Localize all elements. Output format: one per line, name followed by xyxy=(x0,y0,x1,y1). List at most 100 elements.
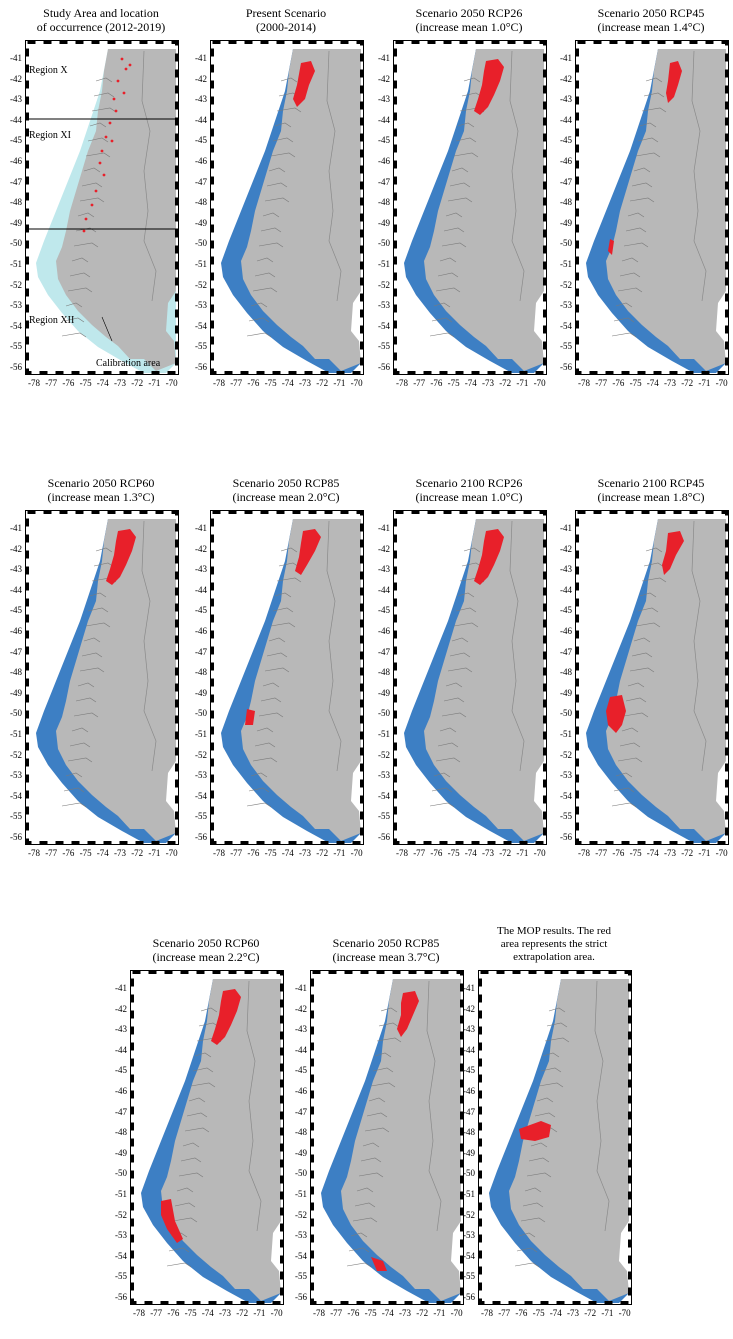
latitude-tick-label: -49 xyxy=(10,687,22,698)
occurrence-point xyxy=(124,67,128,71)
latitude-tick-label: -45 xyxy=(463,1065,475,1076)
latitude-tick-label: -52 xyxy=(10,279,22,290)
latitude-tick-label: -46 xyxy=(115,1086,127,1096)
latitude-tick-label: -53 xyxy=(560,300,572,311)
latitude-tick-label: -56 xyxy=(378,362,390,372)
latitude-tick-label: -51 xyxy=(463,1189,475,1199)
latitude-tick-label: -51 xyxy=(560,729,572,739)
latitude-tick-label: -46 xyxy=(463,1086,475,1096)
latitude-tick-label: -47 xyxy=(378,176,390,187)
latitude-tick-label: -51 xyxy=(295,1189,307,1199)
longitude-tick-label: -70 xyxy=(533,848,546,858)
longitude-tick-label: -71 xyxy=(148,848,161,858)
latitude-tick-label: -46 xyxy=(195,156,207,166)
longitude-tick-label: -77 xyxy=(230,378,243,388)
latitude-tick-label: -43 xyxy=(560,564,572,575)
latitude-tick-label: -51 xyxy=(378,259,390,269)
latitude-tick-label: -42 xyxy=(10,73,22,84)
latitude-tick-label: -44 xyxy=(195,114,207,125)
longitude-tick-label: -78 xyxy=(133,1308,145,1318)
latitude-tick-label: -44 xyxy=(10,584,22,595)
latitude-tick-label: -56 xyxy=(10,832,22,842)
latitude-tick-label: -43 xyxy=(463,1024,475,1035)
latitude-tick-label: -49 xyxy=(195,217,207,228)
coastline-detail xyxy=(611,547,667,808)
latitude-tick-label: -53 xyxy=(195,300,207,311)
longitude-tick-label: -73 xyxy=(482,848,494,858)
map-annotation: Region X xyxy=(29,65,68,76)
predicted-distribution xyxy=(397,991,419,1037)
latitude-tick-label: -51 xyxy=(378,729,390,739)
panel-title-line: Scenario 2050 RCP60 xyxy=(47,476,155,490)
latitude-tick-label: -50 xyxy=(560,238,572,249)
latitude-tick-label: -53 xyxy=(378,770,390,781)
latitude-tick-label: -55 xyxy=(560,811,572,822)
coastline-detail xyxy=(346,1007,402,1268)
panel-title-line: (increase mean 1.3°C) xyxy=(47,490,155,504)
panel-title-line: Scenario 2050 RCP60 xyxy=(152,936,260,950)
longitude-tick-label: -73 xyxy=(399,1308,411,1318)
latitude-tick-label: -52 xyxy=(378,749,390,760)
panel-title-line: (increase mean 1.0°C) xyxy=(415,20,523,34)
longitude-tick-label: -74 xyxy=(281,848,294,858)
latitude-tick-label: -42 xyxy=(560,73,572,84)
longitude-tick-label: -76 xyxy=(167,1308,180,1318)
latitude-tick-label: -44 xyxy=(115,1044,127,1055)
latitude-tick-label: -54 xyxy=(560,320,572,331)
latitude-tick-label: -49 xyxy=(195,687,207,698)
latitude-tick-label: -52 xyxy=(195,749,207,760)
latitude-tick-label: -51 xyxy=(195,259,207,269)
latitude-tick-label: -50 xyxy=(378,238,390,249)
panel-title-line: (increase mean 1.4°C) xyxy=(597,20,705,34)
predicted-distribution xyxy=(666,61,682,103)
latitude-tick-label: -56 xyxy=(560,362,572,372)
latitude-tick-label: -46 xyxy=(378,626,390,636)
longitude-tick-label: -74 xyxy=(646,378,659,388)
latitude-tick-label: -42 xyxy=(378,543,390,554)
map-svg xyxy=(131,971,283,1304)
longitude-tick-label: -76 xyxy=(247,848,260,858)
map-annotation: Region XII xyxy=(29,315,75,326)
latitude-tick-label: -56 xyxy=(195,832,207,842)
longitude-tick-label: -76 xyxy=(430,848,443,858)
longitude-tick-label: -75 xyxy=(184,1308,197,1318)
land-mass xyxy=(161,979,281,1301)
longitude-tick-label: -74 xyxy=(381,1308,394,1318)
latitude-tick-label: -49 xyxy=(378,217,390,228)
longitude-tick-label: -74 xyxy=(96,848,109,858)
latitude-tick-label: -47 xyxy=(115,1106,127,1117)
latitude-tick-label: -42 xyxy=(378,73,390,84)
latitude-tick-label: -52 xyxy=(295,1209,307,1220)
country-border xyxy=(509,50,525,302)
occurrence-point xyxy=(90,203,94,207)
latitude-tick-label: -48 xyxy=(560,197,572,208)
longitude-tick-label: -71 xyxy=(253,1308,266,1318)
latitude-tick-label: -45 xyxy=(560,605,572,616)
latitude-tick-label: -55 xyxy=(463,1271,475,1282)
latitude-tick-label: -51 xyxy=(115,1189,127,1199)
longitude-tick-label: -75 xyxy=(264,848,277,858)
latitude-tick-label: -43 xyxy=(378,94,390,105)
latitude-tick-label: -55 xyxy=(10,341,22,352)
longitude-tick-label: -78 xyxy=(578,378,590,388)
latitude-tick-label: -41 xyxy=(195,53,207,63)
longitude-tick-label: -75 xyxy=(364,1308,377,1318)
map-frame xyxy=(25,510,179,845)
latitude-tick-label: -45 xyxy=(195,605,207,616)
latitude-tick-label: -47 xyxy=(463,1106,475,1117)
predicted-distribution xyxy=(474,529,504,585)
latitude-tick-label: -52 xyxy=(560,279,572,290)
longitude-tick-label: -73 xyxy=(299,848,311,858)
longitude-tick-label: -77 xyxy=(230,848,243,858)
latitude-tick-label: -46 xyxy=(295,1086,307,1096)
latitude-tick-label: -50 xyxy=(295,1168,307,1179)
longitude-tick-label: -73 xyxy=(219,1308,231,1318)
occurrence-point xyxy=(102,173,106,177)
panel-title-line: (increase mean 1.8°C) xyxy=(597,490,705,504)
land-mass xyxy=(56,519,176,841)
latitude-tick-label: -56 xyxy=(195,362,207,372)
latitude-tick-label: -54 xyxy=(10,320,22,331)
occurrence-point xyxy=(100,149,104,153)
land-mass xyxy=(424,519,544,841)
predicted-distribution xyxy=(608,239,614,255)
